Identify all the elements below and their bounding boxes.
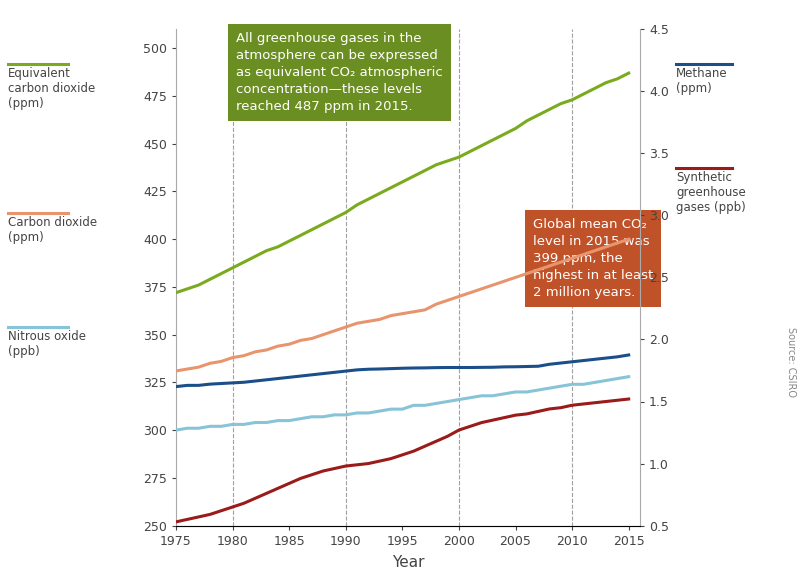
Text: Nitrous oxide
(ppb): Nitrous oxide (ppb) bbox=[8, 330, 86, 358]
Text: Equivalent
carbon dioxide
(ppm): Equivalent carbon dioxide (ppm) bbox=[8, 67, 95, 110]
Text: Source: CSIRO: Source: CSIRO bbox=[786, 327, 796, 397]
Text: Global mean CO₂
level in 2015 was
399 ppm, the
highest in at least
2 million yea: Global mean CO₂ level in 2015 was 399 pp… bbox=[534, 218, 654, 299]
Text: All greenhouse gases in the
atmosphere can be expressed
as equivalent CO₂ atmosp: All greenhouse gases in the atmosphere c… bbox=[236, 32, 443, 113]
Text: Methane
(ppm): Methane (ppm) bbox=[676, 67, 728, 95]
X-axis label: Year: Year bbox=[392, 555, 424, 569]
Text: Carbon dioxide
(ppm): Carbon dioxide (ppm) bbox=[8, 216, 97, 244]
Text: Synthetic
greenhouse
gases (ppb): Synthetic greenhouse gases (ppb) bbox=[676, 171, 746, 214]
